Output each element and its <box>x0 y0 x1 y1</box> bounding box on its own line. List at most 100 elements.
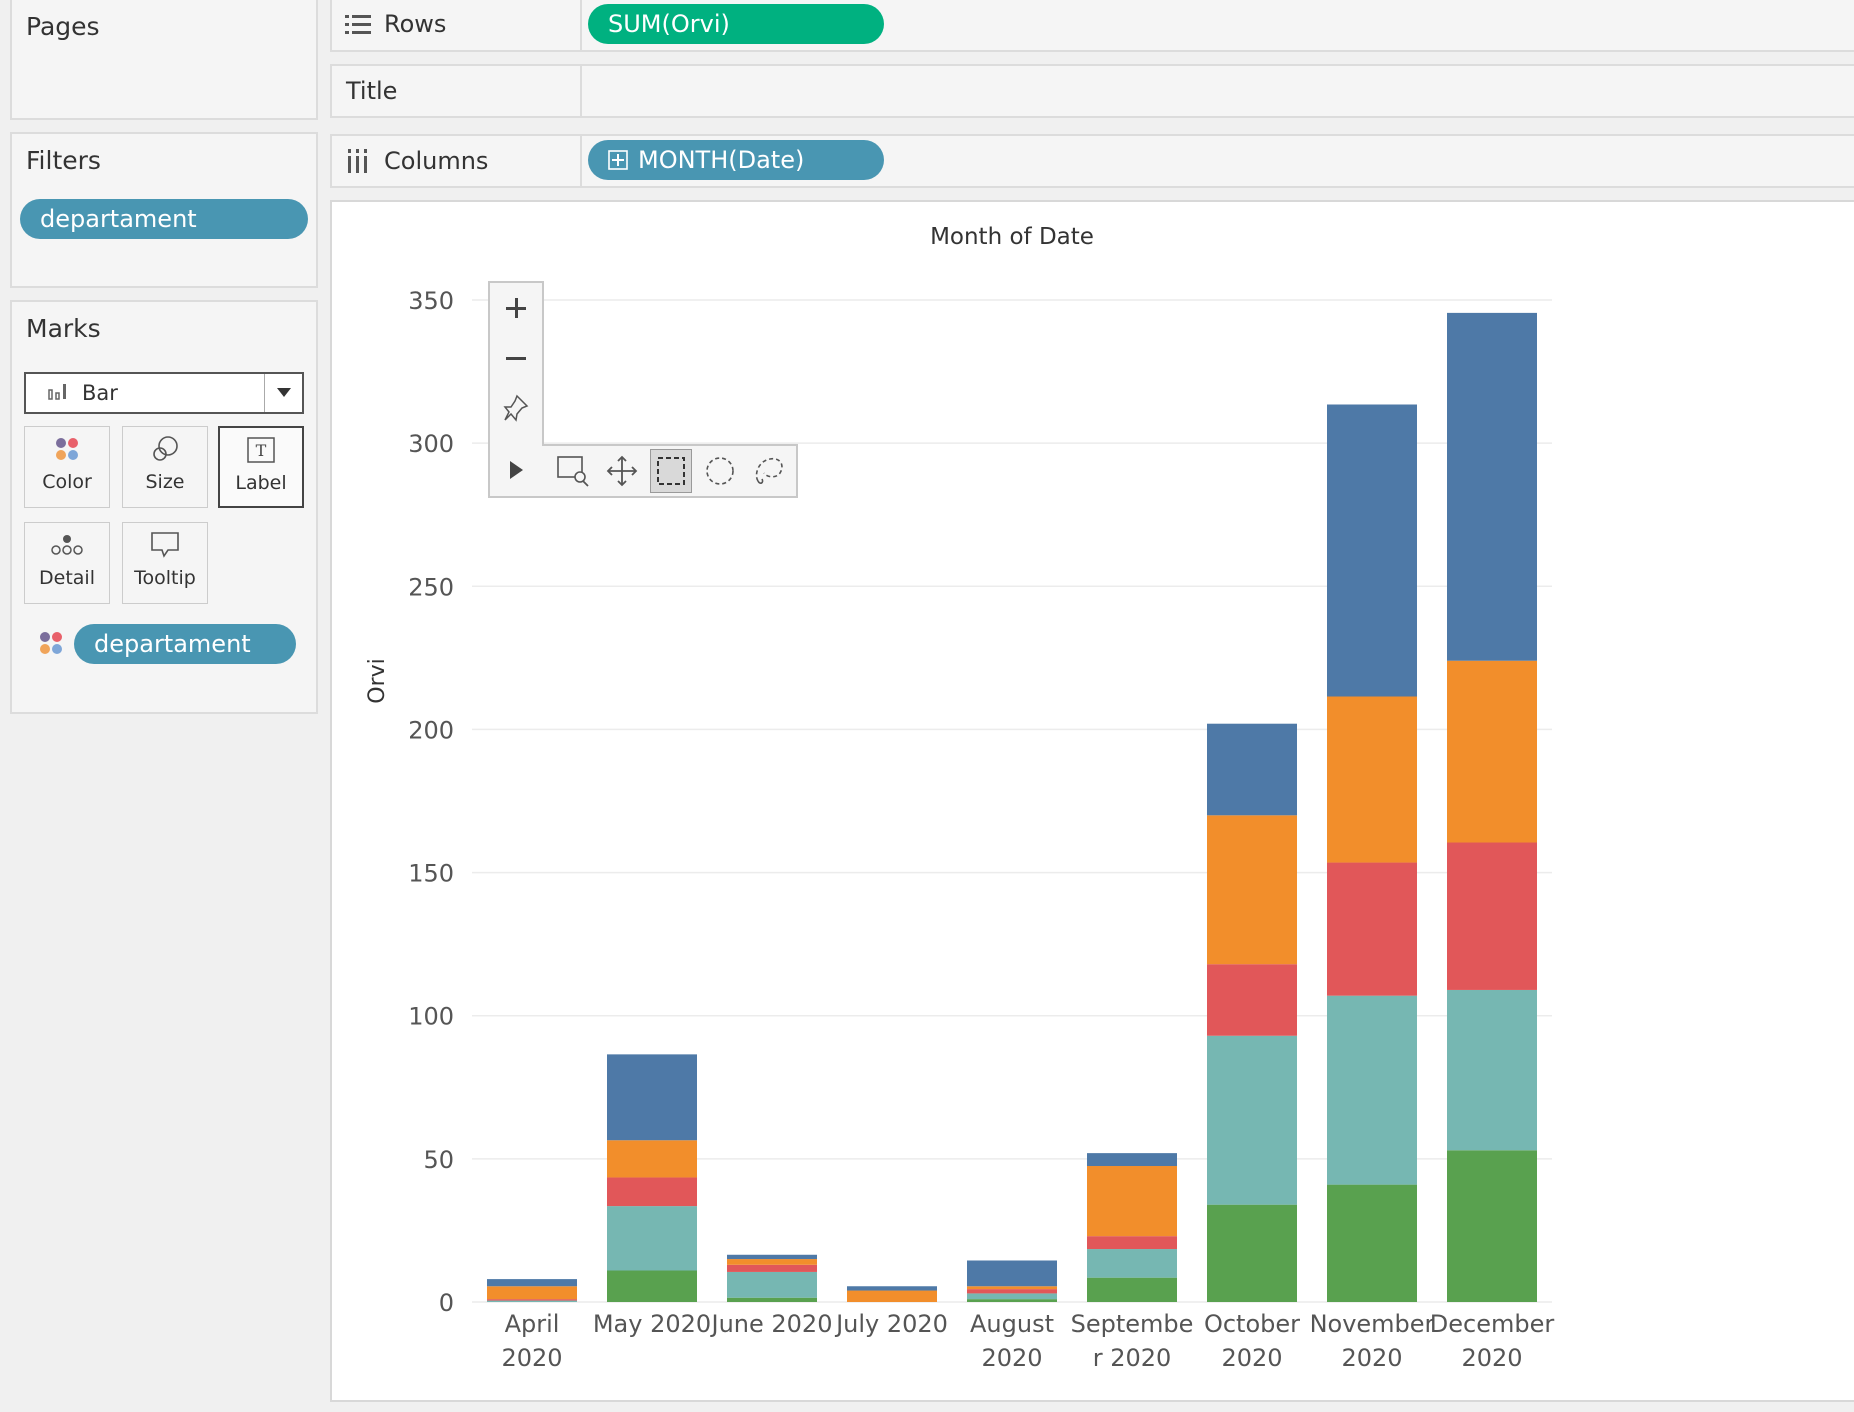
y-tick-label: 100 <box>408 1003 454 1031</box>
bar-segment[interactable] <box>1087 1166 1177 1237</box>
size-button[interactable]: Size <box>122 426 208 508</box>
detail-button-label: Detail <box>39 567 95 589</box>
svg-text:T: T <box>256 441 267 460</box>
bar-segment[interactable] <box>1087 1277 1177 1302</box>
bar-segment[interactable] <box>1207 815 1297 965</box>
bar-segment[interactable] <box>487 1286 577 1300</box>
bar-segment[interactable] <box>1327 404 1417 697</box>
zoom-in-icon[interactable] <box>490 283 542 333</box>
bar-segment[interactable] <box>967 1299 1057 1302</box>
bar-segment[interactable] <box>1087 1236 1177 1250</box>
bar-segment[interactable] <box>967 1260 1057 1287</box>
title-label: Title <box>346 77 398 105</box>
pages-card: Pages <box>10 0 318 120</box>
lasso-select-icon[interactable] <box>747 449 790 493</box>
rows-shelf[interactable]: Rows SUM(Orvi) <box>330 0 1854 52</box>
bar-segment[interactable] <box>847 1290 937 1302</box>
expand-arrow-icon[interactable] <box>490 445 542 495</box>
bar-segment[interactable] <box>847 1286 937 1291</box>
columns-label: Columns <box>384 147 489 175</box>
rows-pill-sum-orvi[interactable]: SUM(Orvi) <box>588 4 884 44</box>
bar-segment[interactable] <box>727 1254 817 1260</box>
bar-segment[interactable] <box>1327 696 1417 863</box>
bar-segment[interactable] <box>607 1054 697 1141</box>
bar-segment[interactable] <box>1447 312 1537 661</box>
bar-segment[interactable] <box>487 1300 577 1302</box>
zoom-area-icon[interactable] <box>552 449 595 493</box>
bar-segment[interactable] <box>1447 660 1537 843</box>
bar-segment[interactable] <box>1327 1184 1417 1302</box>
columns-shelf-label: Columns <box>332 136 582 186</box>
x-tick-label: 2020 <box>1221 1344 1282 1372</box>
bar-segment[interactable] <box>1087 1153 1177 1167</box>
pin-icon[interactable] <box>490 383 542 433</box>
pan-icon[interactable] <box>601 449 644 493</box>
rows-label: Rows <box>384 10 447 38</box>
rows-shelf-label: Rows <box>332 0 582 50</box>
mark-type-label: Bar <box>82 381 118 405</box>
x-tick-label: 2020 <box>1461 1344 1522 1372</box>
title-shelf-label: Title <box>332 66 582 116</box>
columns-pill-label: MONTH(Date) <box>638 146 805 174</box>
columns-shelf[interactable]: Columns MONTH(Date) <box>330 134 1854 188</box>
bar-segment[interactable] <box>1447 1150 1537 1302</box>
text-label-icon: T <box>247 428 275 472</box>
title-shelf: Title <box>330 64 1854 118</box>
y-tick-label: 250 <box>408 573 454 601</box>
selection-toolbar <box>542 444 798 498</box>
x-tick-label: r 2020 <box>1093 1344 1172 1372</box>
bar-segment[interactable] <box>1207 1035 1297 1205</box>
bar-segment[interactable] <box>1207 723 1297 816</box>
bar-segment[interactable] <box>1447 842 1537 990</box>
color-button[interactable]: Color <box>24 426 110 508</box>
bar-segment[interactable] <box>607 1177 697 1207</box>
bar-segment[interactable] <box>727 1297 817 1302</box>
bar-segment[interactable] <box>967 1286 1057 1290</box>
color-pill-departament[interactable]: departament <box>74 624 296 664</box>
y-tick-label: 50 <box>423 1146 454 1174</box>
bar-segment[interactable] <box>607 1206 697 1271</box>
bar-segment[interactable] <box>727 1259 817 1265</box>
filter-pill-departament[interactable]: departament <box>20 199 308 239</box>
x-tick-label: 2020 <box>1341 1344 1402 1372</box>
bar-segment[interactable] <box>1327 862 1417 996</box>
label-button[interactable]: T Label <box>218 426 304 508</box>
x-tick-label: July 2020 <box>834 1310 948 1338</box>
bar-segment[interactable] <box>1447 989 1537 1151</box>
bar-segment[interactable] <box>967 1289 1057 1294</box>
tooltip-button-label: Tooltip <box>134 567 196 589</box>
y-tick-label: 150 <box>408 860 454 888</box>
columns-icon <box>344 149 372 173</box>
bar-segment[interactable] <box>727 1271 817 1298</box>
bar-segment[interactable] <box>1087 1249 1177 1278</box>
expand-plus-icon[interactable] <box>608 150 628 170</box>
bar-segment[interactable] <box>1327 995 1417 1185</box>
x-tick-label: December <box>1430 1310 1555 1338</box>
detail-icon <box>50 523 84 567</box>
radial-select-icon[interactable] <box>698 449 741 493</box>
bar-segment[interactable] <box>967 1293 1057 1300</box>
bar-segment[interactable] <box>487 1279 577 1287</box>
chart-title: Month of Date <box>930 224 1094 250</box>
detail-button[interactable]: Detail <box>24 522 110 604</box>
columns-pill-month-date[interactable]: MONTH(Date) <box>588 140 884 180</box>
x-tick-label: Septembe <box>1071 1310 1194 1338</box>
mark-type-dropdown[interactable]: Bar <box>24 372 304 414</box>
tooltip-button[interactable]: Tooltip <box>122 522 208 604</box>
chevron-down-icon[interactable] <box>264 374 302 412</box>
color-dots-icon <box>53 427 81 471</box>
bar-segment[interactable] <box>607 1270 697 1302</box>
bar-segment[interactable] <box>487 1299 577 1301</box>
bar-segment[interactable] <box>1207 1204 1297 1302</box>
x-tick-label: April <box>505 1310 560 1338</box>
view-area[interactable]: Month of Date 0 50 100 150 200 250 300 350 Orvi A… <box>330 200 1854 1402</box>
y-tick-label: 0 <box>439 1289 454 1317</box>
bar-segment[interactable] <box>727 1264 817 1272</box>
bar-segment[interactable] <box>1207 964 1297 1036</box>
filters-title: Filters <box>26 146 101 175</box>
x-tick-label: June 2020 <box>710 1310 833 1338</box>
rect-select-icon[interactable] <box>649 449 693 493</box>
zoom-out-icon[interactable] <box>490 333 542 383</box>
bar-segment[interactable] <box>607 1140 697 1178</box>
bar-chart[interactable]: 0 50 100 150 200 250 300 350 Orvi April 2020 May 20… <box>332 202 1854 1400</box>
